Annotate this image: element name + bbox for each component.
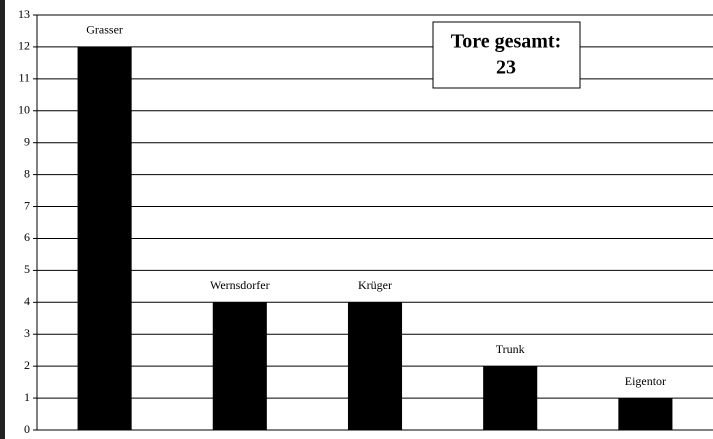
y-tick-label: 3	[24, 326, 30, 340]
bar-label: Trunk	[496, 342, 525, 356]
y-tick-label: 1	[24, 390, 30, 404]
annotation-text: 23	[496, 57, 516, 79]
y-tick-label: 2	[24, 358, 30, 372]
y-tick-label: 8	[24, 166, 30, 180]
bar	[347, 302, 403, 430]
annotation-box	[432, 21, 581, 89]
left-border	[0, 0, 5, 439]
bar	[618, 398, 673, 430]
bar-label: Grasser	[86, 23, 123, 37]
y-tick-label: 9	[24, 134, 30, 148]
bar-label: Eigentor	[625, 374, 666, 388]
y-tick-label: 0	[24, 422, 30, 436]
y-tick-label: 12	[18, 39, 30, 53]
y-tick-label: 13	[18, 7, 30, 21]
y-tick-label: 11	[18, 71, 30, 85]
y-tick-label: 10	[18, 103, 30, 117]
bar	[212, 302, 267, 430]
y-tick-label: 4	[24, 294, 30, 308]
bar-label: Wernsdorfer	[210, 278, 270, 292]
bar	[77, 46, 132, 431]
y-tick-label: 7	[24, 198, 30, 212]
y-tick-label: 6	[24, 230, 30, 244]
bar-label: Krüger	[358, 278, 392, 292]
annotation-text: Tore gesamt:	[451, 31, 562, 53]
y-tick-label: 5	[24, 262, 30, 276]
bar	[483, 366, 538, 430]
